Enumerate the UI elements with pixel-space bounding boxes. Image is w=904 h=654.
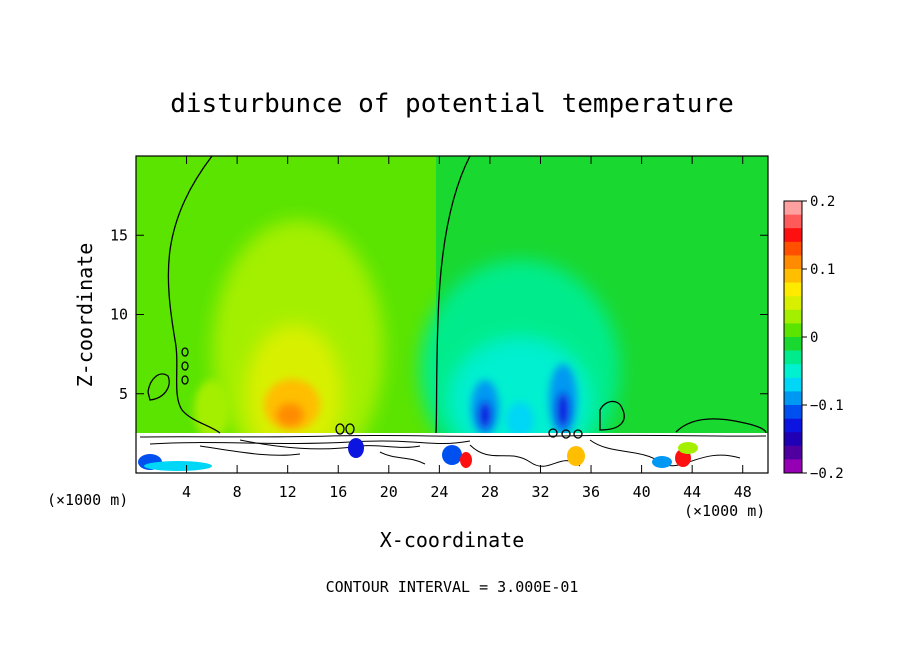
x-tick-label: 44 — [683, 483, 701, 501]
cold-column-mid — [506, 402, 534, 438]
colorbar-swatch — [784, 255, 802, 270]
x-axis-label: X-coordinate — [380, 528, 525, 552]
x-unit-label: (×1000 m) — [47, 491, 128, 509]
x-tick-label: 32 — [531, 483, 549, 501]
colorbar-swatch — [784, 337, 802, 351]
colorbar-swatch — [784, 296, 802, 311]
colorbar-swatch — [784, 309, 802, 324]
colorbar-swatch — [784, 377, 802, 392]
colorbar-swatch — [784, 228, 802, 243]
x-tick-label: 24 — [430, 483, 448, 501]
colorbar-swatch — [784, 269, 802, 283]
y-axis-label: Z-coordinate — [73, 243, 97, 388]
y-tick-label: 5 — [119, 385, 128, 403]
y-axis-ticks: 5 10 15 — [110, 226, 768, 403]
y-tick-label: 10 — [110, 306, 128, 324]
colorbar-tick-label: 0.2 — [810, 194, 835, 210]
colorbar-tick-label: 0 — [810, 330, 818, 346]
y-unit-label: (×1000 m) — [684, 502, 765, 520]
colorbar-swatch — [784, 323, 802, 338]
heatmap-field — [136, 156, 768, 473]
x-tick-label: 40 — [633, 483, 651, 501]
colorbar-tick-label: −0.1 — [810, 398, 844, 414]
warm-side — [194, 380, 230, 440]
cold-column-right-core — [556, 392, 570, 428]
boundary-color-spots — [138, 438, 698, 471]
colorbar-swatch — [784, 459, 802, 474]
colorbar: 0.2 0.1 0 −0.1 −0.2 — [783, 194, 844, 482]
x-tick-label: 16 — [329, 483, 347, 501]
x-tick-label: 36 — [582, 483, 600, 501]
colorbar-swatch — [784, 241, 802, 256]
colorbar-swatch — [784, 201, 802, 215]
x-tick-label: 12 — [279, 483, 297, 501]
colorbar-swatch — [784, 391, 802, 406]
warm-core-inner — [276, 403, 304, 427]
x-tick-label: 4 — [182, 483, 191, 501]
colorbar-tick-label: −0.2 — [810, 466, 844, 482]
colorbar-swatch — [784, 418, 802, 433]
colorbar-swatch — [784, 214, 802, 229]
cold-column-left-core — [478, 401, 492, 429]
colorbar-swatch — [784, 282, 802, 297]
colorbar-swatch — [784, 405, 802, 419]
y-tick-label: 15 — [110, 226, 128, 244]
contour-interval-text: CONTOUR INTERVAL = 3.000E-01 — [326, 578, 579, 596]
colorbar-tick-label: 0.1 — [810, 262, 835, 278]
x-tick-label: 28 — [481, 483, 499, 501]
colorbar-swatch — [784, 350, 802, 365]
x-tick-label: 8 — [233, 483, 242, 501]
zero-contours — [147, 156, 767, 439]
colorbar-swatch — [784, 445, 802, 460]
x-axis-ticks: 4 8 12 16 20 24 28 32 36 40 44 48 — [182, 156, 752, 501]
chart-title: disturbunce of potential temperature — [170, 89, 734, 119]
x-tick-label: 48 — [734, 483, 752, 501]
colorbar-swatch — [784, 432, 802, 447]
x-tick-label: 20 — [380, 483, 398, 501]
colorbar-swatch — [784, 364, 802, 379]
